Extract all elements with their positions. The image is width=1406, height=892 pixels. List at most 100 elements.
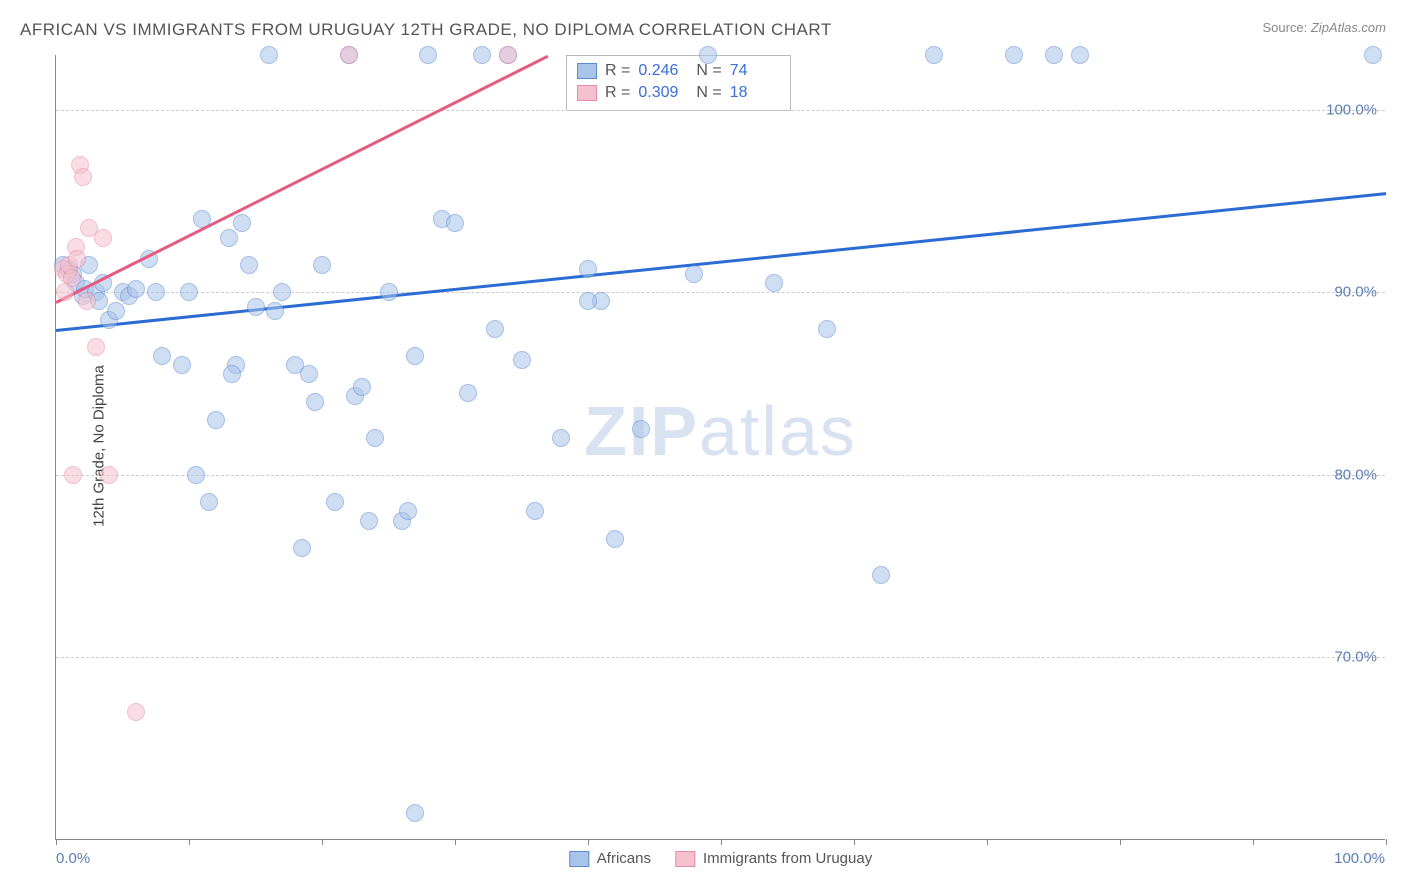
blue-point bbox=[147, 283, 165, 301]
blue-point bbox=[606, 530, 624, 548]
blue-swatch bbox=[577, 63, 597, 79]
r-label: R = bbox=[605, 84, 630, 102]
r-value: 0.309 bbox=[638, 84, 688, 102]
source-attribution: Source: ZipAtlas.com bbox=[1262, 20, 1386, 35]
blue-point bbox=[579, 260, 597, 278]
blue-point bbox=[293, 539, 311, 557]
blue-point bbox=[1364, 46, 1382, 64]
blue-point bbox=[173, 356, 191, 374]
blue-point bbox=[306, 393, 324, 411]
blue-point bbox=[552, 429, 570, 447]
source-name: ZipAtlas.com bbox=[1311, 20, 1386, 35]
blue-point bbox=[1045, 46, 1063, 64]
y-tick-label: 80.0% bbox=[1334, 466, 1377, 483]
blue-point bbox=[1005, 46, 1023, 64]
blue-point bbox=[513, 351, 531, 369]
gridline-h bbox=[56, 110, 1385, 111]
legend-label: Immigrants from Uruguay bbox=[703, 850, 872, 867]
blue-point bbox=[313, 256, 331, 274]
blue-point bbox=[247, 298, 265, 316]
blue-point bbox=[486, 320, 504, 338]
blue-point bbox=[180, 283, 198, 301]
blue-point bbox=[1071, 46, 1089, 64]
bottom-legend: Africans Immigrants from Uruguay bbox=[569, 850, 872, 867]
blue-point bbox=[419, 46, 437, 64]
blue-point bbox=[266, 302, 284, 320]
blue-point bbox=[925, 46, 943, 64]
blue-point bbox=[353, 378, 371, 396]
x-tick bbox=[455, 839, 456, 845]
blue-point bbox=[207, 411, 225, 429]
blue-point bbox=[240, 256, 258, 274]
legend-item: Immigrants from Uruguay bbox=[675, 850, 872, 867]
blue-point bbox=[153, 347, 171, 365]
x-tick bbox=[189, 839, 190, 845]
x-tick bbox=[987, 839, 988, 845]
blue-point bbox=[526, 502, 544, 520]
pink-swatch bbox=[577, 85, 597, 101]
blue-point bbox=[187, 466, 205, 484]
legend-item: Africans bbox=[569, 850, 651, 867]
watermark-atlas: atlas bbox=[699, 392, 857, 470]
blue-point bbox=[459, 384, 477, 402]
x-tick bbox=[588, 839, 589, 845]
blue-point bbox=[579, 292, 597, 310]
blue-point bbox=[446, 214, 464, 232]
y-tick-label: 70.0% bbox=[1334, 649, 1377, 666]
pink-point bbox=[499, 46, 517, 64]
y-tick-label: 100.0% bbox=[1326, 101, 1377, 118]
pink-point bbox=[340, 46, 358, 64]
blue-point bbox=[223, 365, 241, 383]
x-tick bbox=[854, 839, 855, 845]
stats-legend-box: R = 0.246 N = 74 R = 0.309 N = 18 bbox=[566, 55, 791, 111]
y-tick-label: 90.0% bbox=[1334, 284, 1377, 301]
pink-point bbox=[64, 466, 82, 484]
legend-label: Africans bbox=[597, 850, 651, 867]
blue-point bbox=[127, 280, 145, 298]
x-tick bbox=[56, 839, 57, 845]
pink-point bbox=[74, 168, 92, 186]
n-label: N = bbox=[696, 84, 721, 102]
blue-point bbox=[107, 302, 125, 320]
blue-point bbox=[300, 365, 318, 383]
r-label: R = bbox=[605, 62, 630, 80]
blue-point bbox=[473, 46, 491, 64]
gridline-h bbox=[56, 292, 1385, 293]
n-value: 74 bbox=[730, 62, 780, 80]
pink-point bbox=[68, 250, 86, 268]
x-tick bbox=[1386, 839, 1387, 845]
blue-point bbox=[406, 347, 424, 365]
blue-point bbox=[360, 512, 378, 530]
blue-point bbox=[260, 46, 278, 64]
blue-point bbox=[233, 214, 251, 232]
blue-point bbox=[200, 493, 218, 511]
r-value: 0.246 bbox=[638, 62, 688, 80]
pink-trend-line bbox=[55, 55, 548, 304]
blue-point bbox=[326, 493, 344, 511]
pink-point bbox=[87, 338, 105, 356]
gridline-h bbox=[56, 475, 1385, 476]
stats-row: R = 0.309 N = 18 bbox=[577, 82, 780, 104]
x-tick bbox=[721, 839, 722, 845]
gridline-h bbox=[56, 657, 1385, 658]
watermark: ZIPatlas bbox=[584, 391, 857, 471]
pink-point bbox=[94, 229, 112, 247]
blue-point bbox=[765, 274, 783, 292]
chart-title: AFRICAN VS IMMIGRANTS FROM URUGUAY 12TH … bbox=[20, 20, 832, 40]
n-value: 18 bbox=[730, 84, 780, 102]
blue-point bbox=[818, 320, 836, 338]
source-prefix: Source: bbox=[1262, 20, 1310, 35]
blue-point bbox=[399, 502, 417, 520]
blue-point bbox=[220, 229, 238, 247]
plot-area: ZIPatlas R =0.246N =74R =0.309N =18 0.0%… bbox=[55, 55, 1385, 840]
pink-point bbox=[127, 703, 145, 721]
pink-point bbox=[100, 466, 118, 484]
blue-point bbox=[366, 429, 384, 447]
x-axis-max-label: 100.0% bbox=[1334, 850, 1385, 867]
pink-point bbox=[56, 283, 74, 301]
blue-point bbox=[872, 566, 890, 584]
stats-row: R =0.246N =74 bbox=[577, 60, 780, 82]
x-tick bbox=[1253, 839, 1254, 845]
blue-point bbox=[632, 420, 650, 438]
blue-point bbox=[380, 283, 398, 301]
